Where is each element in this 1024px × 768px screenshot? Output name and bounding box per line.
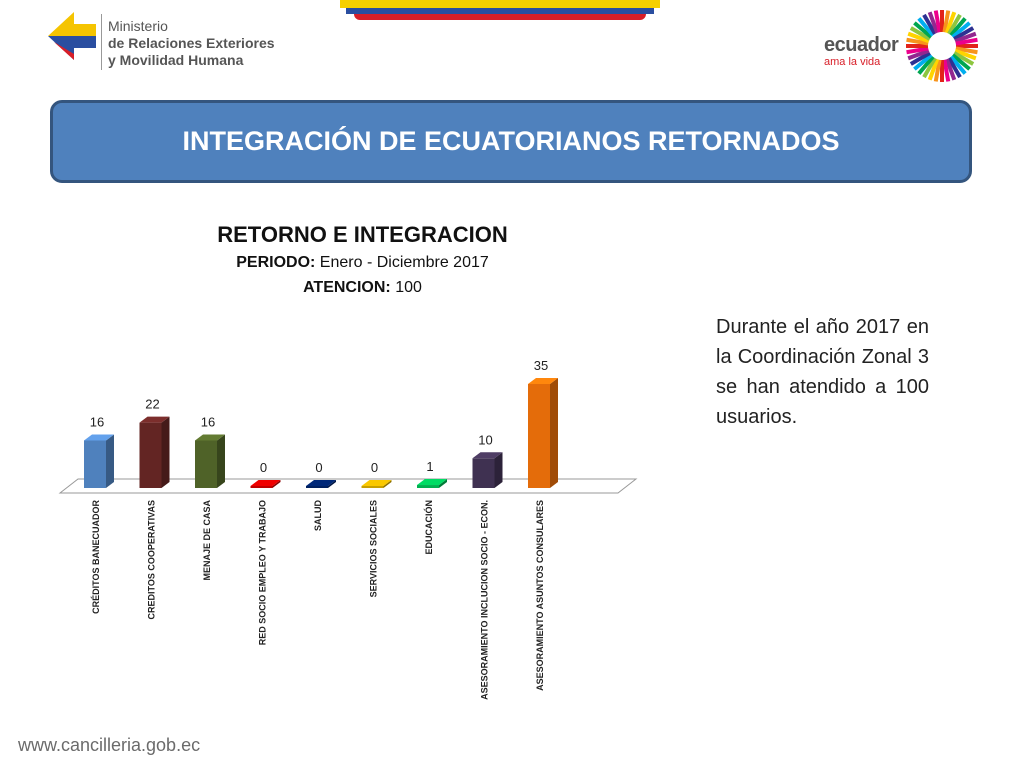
bar-top bbox=[84, 434, 114, 441]
bar-value-label: 22 bbox=[145, 397, 159, 412]
bar-front bbox=[361, 486, 384, 488]
ministry-line-3: y Movilidad Humana bbox=[108, 52, 244, 68]
bar-top bbox=[139, 416, 170, 423]
bar-front bbox=[528, 384, 550, 488]
chart-atencion: ATENCION: 100 bbox=[150, 279, 575, 297]
bar-front bbox=[195, 440, 217, 488]
bar-top bbox=[195, 434, 225, 441]
periodo-value: Enero - Diciembre 2017 bbox=[319, 254, 489, 271]
category-label: CREDITOS COOPERATIVAS bbox=[147, 500, 157, 620]
chart-title: RETORNO E INTEGRACION bbox=[217, 222, 508, 247]
bar-side bbox=[439, 479, 447, 488]
bar bbox=[472, 452, 503, 488]
bar-side bbox=[328, 480, 336, 488]
bar-top bbox=[417, 479, 447, 486]
category-label: RED SOCIO EMPLEO Y TRABAJO bbox=[258, 500, 268, 645]
ministry-arrow-emblem bbox=[48, 12, 96, 60]
bar-value-label: 35 bbox=[534, 358, 548, 373]
bar bbox=[250, 480, 281, 488]
bar-value-label: 10 bbox=[478, 432, 492, 447]
bar-top bbox=[472, 452, 503, 459]
bar-value-label: 16 bbox=[201, 414, 215, 429]
atencion-value: 100 bbox=[395, 279, 422, 296]
bar-top bbox=[361, 480, 392, 486]
bar-side bbox=[161, 416, 170, 488]
bar bbox=[306, 480, 336, 488]
bar-value-label: 0 bbox=[260, 460, 267, 475]
chart-periodo: PERIODO: Enero - Diciembre 2017 bbox=[150, 254, 575, 272]
ministry-logo: Ministerio de Relaciones Exteriores y Mo… bbox=[44, 8, 284, 70]
bar-value-label: 1 bbox=[426, 459, 433, 474]
bar bbox=[528, 378, 558, 488]
bar bbox=[417, 479, 447, 488]
bar-side bbox=[272, 480, 281, 488]
bar-front bbox=[250, 486, 273, 488]
bar-front bbox=[417, 485, 439, 488]
category-label: EDUCACIÓN bbox=[423, 500, 434, 555]
category-label: SALUD bbox=[313, 500, 323, 531]
footer-url-text: www.cancilleria.gob.ec bbox=[18, 735, 201, 755]
title-banner: INTEGRACIÓN DE ECUATORIANOS RETORNADOS bbox=[50, 100, 972, 183]
category-label: ASESORAMIENTO INCLUCION SOCIO - ECON. bbox=[480, 500, 490, 700]
bar-side bbox=[217, 434, 225, 488]
ecuador-tagline: ama la vida bbox=[824, 56, 881, 68]
flag-color-band bbox=[340, 0, 660, 22]
bar bbox=[195, 434, 225, 488]
ministry-line-1: Ministerio bbox=[108, 18, 168, 34]
bar bbox=[139, 416, 170, 488]
ministry-line-2: de Relaciones Exteriores bbox=[108, 35, 275, 51]
description-text: Durante el año 2017 en la Coordinación Z… bbox=[716, 316, 929, 428]
bar-side bbox=[494, 452, 503, 488]
ecuador-wordmark: ecuador bbox=[824, 34, 899, 56]
atencion-label: ATENCION: bbox=[303, 279, 391, 296]
bar-value-label: 0 bbox=[315, 460, 322, 475]
category-label: MENAJE DE CASA bbox=[202, 500, 212, 581]
bar-front bbox=[306, 486, 328, 488]
bar-front bbox=[84, 440, 106, 488]
footer-url[interactable]: www.cancilleria.gob.ec bbox=[18, 735, 200, 756]
category-label: ASESORAMIENTO ASUNTOS CONSULARES bbox=[535, 500, 545, 691]
bar bbox=[84, 434, 114, 488]
bar-value-label: 0 bbox=[371, 460, 378, 475]
ecuador-ama-la-vida-logo: ecuador ama la vida bbox=[820, 10, 985, 82]
bar-value-label: 16 bbox=[90, 414, 104, 429]
category-label: SERVICIOS SOCIALES bbox=[369, 500, 379, 597]
bar-side bbox=[106, 434, 114, 488]
bar-side bbox=[383, 480, 392, 488]
sunburst-icon bbox=[906, 10, 978, 82]
bar-top bbox=[528, 378, 558, 384]
banner-title: INTEGRACIÓN DE ECUATORIANOS RETORNADOS bbox=[182, 126, 840, 156]
bar-top bbox=[306, 480, 336, 486]
bar-side bbox=[550, 378, 558, 488]
bar-front bbox=[139, 422, 162, 488]
bar bbox=[361, 480, 392, 488]
bar-front bbox=[472, 458, 495, 488]
periodo-label: PERIODO: bbox=[236, 254, 316, 271]
bar-top bbox=[250, 480, 281, 486]
category-label: CRÉDITOS BANECUADOR bbox=[91, 500, 101, 614]
